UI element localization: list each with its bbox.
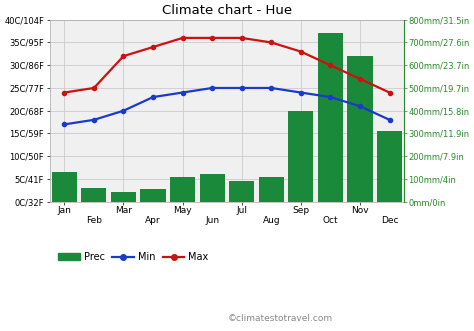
Bar <box>140 189 165 202</box>
Bar <box>377 131 402 202</box>
Bar <box>347 56 373 202</box>
Bar <box>229 181 254 202</box>
Text: ©climatestotravel.com: ©climatestotravel.com <box>228 314 333 323</box>
Bar <box>82 188 107 202</box>
Legend: Prec, Min, Max: Prec, Min, Max <box>55 248 212 266</box>
Bar <box>318 33 343 202</box>
Bar <box>52 172 77 202</box>
Bar <box>288 111 313 202</box>
Bar <box>170 177 195 202</box>
Bar <box>111 192 136 202</box>
Title: Climate chart - Hue: Climate chart - Hue <box>162 4 292 17</box>
Bar <box>200 174 225 202</box>
Bar <box>259 177 284 202</box>
